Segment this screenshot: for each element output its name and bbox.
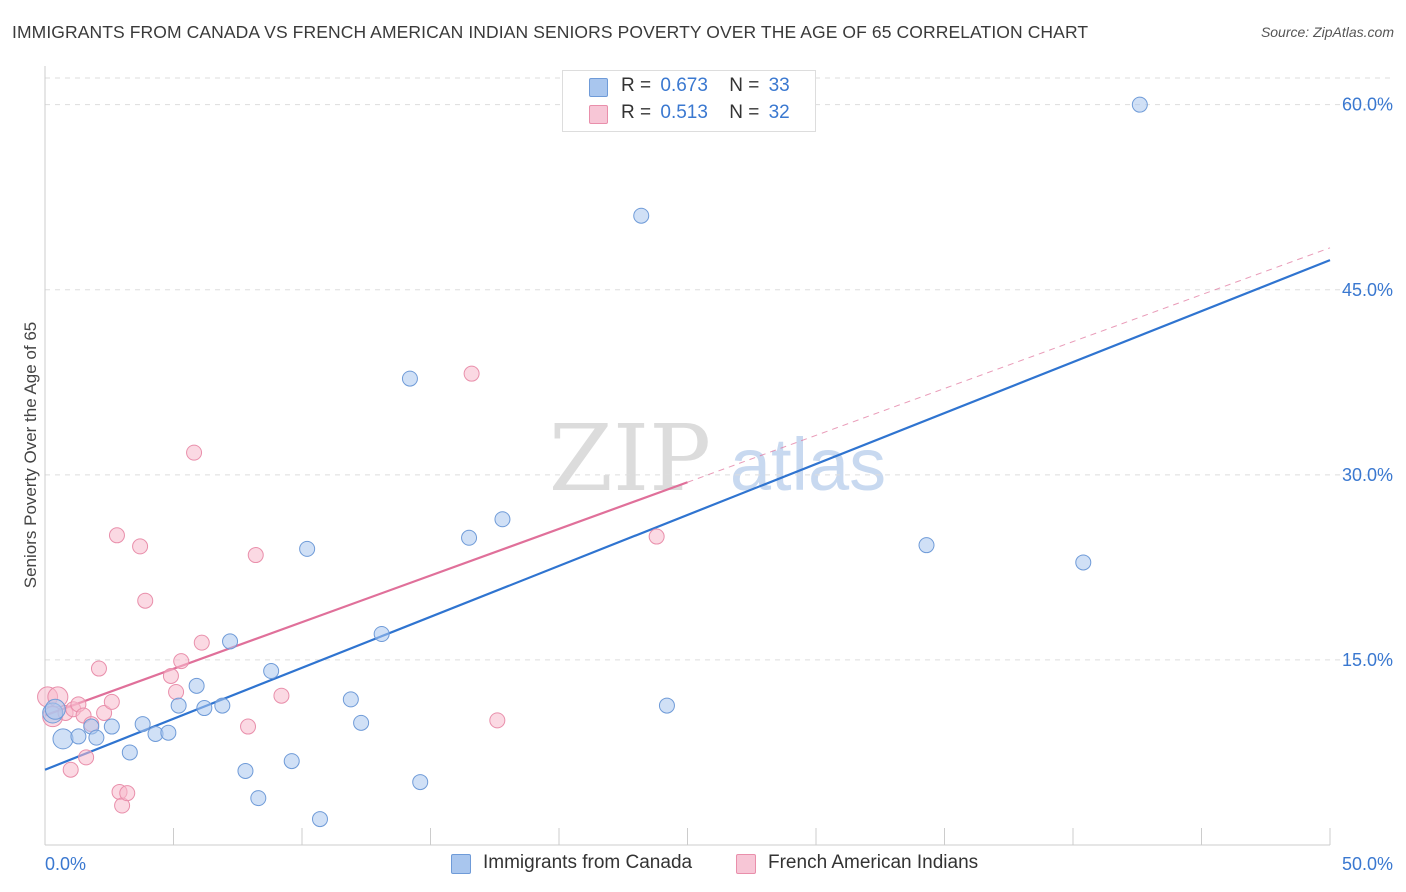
y-tick-label: 60.0% — [1342, 95, 1393, 115]
point-canada — [658, 697, 675, 714]
legend-r-label: R = — [621, 75, 652, 96]
point-french — [119, 785, 136, 802]
source-credit: Source: ZipAtlas.com — [1260, 24, 1394, 40]
point-french — [137, 592, 154, 609]
point-french — [186, 444, 203, 461]
point-french — [463, 365, 480, 382]
point-canada — [121, 744, 138, 761]
bottom-legend-label-french: French American Indians — [768, 852, 979, 873]
point-french — [78, 749, 95, 766]
point-canada — [188, 677, 205, 694]
legend-n-label: N = — [729, 75, 760, 96]
point-canada — [918, 537, 935, 554]
point-french — [193, 634, 210, 651]
point-canada — [237, 762, 254, 779]
y-tick-label: 45.0% — [1342, 280, 1393, 300]
bottom-legend-swatch-blue — [451, 854, 471, 874]
point-french — [648, 528, 665, 545]
point-canada — [160, 724, 177, 741]
y-axis-label: Seniors Poverty Over the Age of 65 — [21, 321, 40, 589]
tick-labels: 15.0% 30.0% 45.0% 60.0% 0.0% 50.0% — [45, 95, 1393, 874]
trendline-french-dashed — [687, 247, 1331, 483]
point-french — [103, 693, 120, 710]
point-canada — [214, 697, 231, 714]
point-canada — [353, 714, 370, 731]
point-canada — [52, 728, 74, 750]
point-canada — [88, 729, 105, 746]
stats-legend: R = 0.673 N = 33 R = 0.513 N = 32 — [562, 70, 816, 132]
point-canada — [283, 753, 300, 770]
legend-r-value: 0.513 — [660, 102, 708, 123]
point-canada — [401, 370, 418, 387]
legend-n-value: 32 — [768, 102, 790, 123]
y-tick-label: 30.0% — [1342, 465, 1393, 485]
point-canada — [134, 716, 151, 733]
point-canada — [70, 728, 87, 745]
point-french — [96, 704, 113, 721]
watermark-zip: ZIP — [549, 405, 711, 512]
point-canada — [250, 790, 267, 807]
point-canada — [1075, 554, 1092, 571]
x-tick-label-min: 0.0% — [45, 854, 86, 874]
point-canada — [222, 633, 239, 650]
gridlines — [45, 77, 1393, 661]
legend-n-value: 33 — [768, 75, 790, 96]
point-canada — [633, 207, 650, 224]
point-canada — [44, 698, 66, 720]
point-french — [247, 547, 264, 564]
point-canada — [373, 626, 390, 643]
y-tick-label: 15.0% — [1342, 650, 1393, 670]
legend-r-value: 0.673 — [660, 75, 708, 96]
point-canada — [196, 700, 213, 717]
point-canada — [342, 691, 359, 708]
point-french — [62, 761, 79, 778]
point-french — [273, 687, 290, 704]
point-french — [90, 660, 107, 677]
point-french — [168, 684, 185, 700]
bottom-legend-swatch-pink — [736, 854, 756, 874]
point-french — [240, 718, 257, 735]
point-canada — [299, 540, 316, 557]
legend-swatch-blue — [589, 78, 608, 97]
x-tick-label-max: 50.0% — [1342, 854, 1393, 874]
watermark-atlas: atlas — [730, 423, 886, 506]
legend-r-label: R = — [621, 102, 652, 123]
point-french — [489, 712, 506, 729]
point-canada — [170, 697, 187, 714]
point-canada — [494, 511, 511, 528]
point-canada — [461, 529, 478, 546]
legend-n-label: N = — [729, 102, 760, 123]
point-french — [108, 527, 125, 544]
bottom-legend-label-canada: Immigrants from Canada — [483, 852, 693, 873]
point-canada — [263, 663, 280, 680]
watermark: ZIP atlas — [549, 405, 886, 512]
legend-swatch-pink — [589, 105, 608, 124]
point-canada — [1131, 96, 1148, 113]
data-points — [37, 96, 1148, 828]
chart-title: IMMIGRANTS FROM CANADA VS FRENCH AMERICA… — [12, 22, 1089, 42]
point-canada — [412, 774, 429, 791]
trendlines — [44, 247, 1331, 771]
point-french — [162, 667, 179, 684]
point-french — [132, 538, 149, 555]
point-canada — [311, 811, 328, 828]
trendline-french — [44, 481, 688, 717]
point-french — [173, 653, 190, 670]
trendline-canada — [44, 259, 1331, 771]
point-canada — [103, 718, 120, 735]
